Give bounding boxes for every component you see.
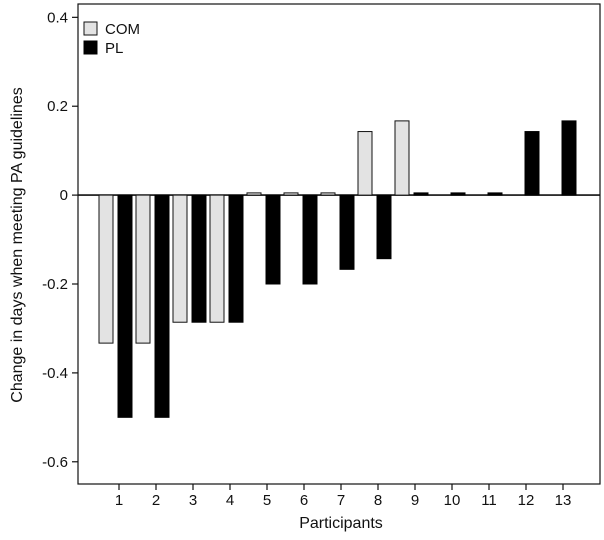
x-tick-label: 12 (518, 492, 535, 509)
legend-label-pl: PL (105, 40, 123, 57)
x-axis: 1 2 3 4 5 6 7 8 9 10 11 12 13 (115, 484, 572, 509)
bar-com-2 (135, 194, 151, 344)
bar-pl-13 (561, 120, 577, 196)
bar-com-7 (320, 192, 336, 196)
y-axis-title: Change in days when meeting PA guideline… (9, 87, 26, 402)
bar-pl-9 (413, 192, 429, 196)
bar-pl-12 (524, 131, 540, 196)
bar-pl-10 (450, 192, 466, 196)
bar-pl-3 (191, 194, 207, 323)
bar-com-3 (172, 194, 188, 323)
x-tick-label: 8 (374, 492, 382, 509)
y-tick-label: 0 (60, 187, 68, 204)
x-tick-label: 4 (226, 492, 234, 509)
bar-pl-2 (154, 194, 170, 418)
x-tick-label: 5 (263, 492, 271, 509)
x-tick-label: 3 (189, 492, 197, 509)
bar-com-1 (98, 194, 114, 344)
bars-group (98, 120, 577, 418)
bar-com-5 (246, 192, 262, 196)
bar-com-4 (209, 194, 225, 323)
x-tick-label: 1 (115, 492, 123, 509)
bar-pl-6 (302, 194, 318, 285)
x-tick-label: 11 (481, 492, 497, 509)
plot-border (77, 3, 601, 485)
x-tick-label: 10 (444, 492, 461, 509)
bar-pl-7 (339, 194, 355, 270)
y-tick-label: 0.2 (47, 98, 68, 115)
x-tick-label: 13 (555, 492, 572, 509)
bar-pl-4 (228, 194, 244, 323)
bar-com-8 (357, 131, 373, 196)
y-tick-label: 0.4 (47, 9, 68, 26)
x-axis-title: Participants (299, 515, 383, 532)
y-tick-label: -0.4 (42, 365, 68, 382)
x-tick-label: 9 (411, 492, 419, 509)
x-tick-label: 7 (337, 492, 345, 509)
bar-pl-5 (265, 194, 281, 285)
y-tick-label: -0.2 (42, 276, 68, 293)
plot-area (77, 3, 601, 485)
bar-pl-1 (117, 194, 133, 418)
bar-com-6 (283, 192, 299, 196)
legend-swatch-com (83, 21, 98, 36)
x-tick-label: 6 (300, 492, 308, 509)
bar-com-9 (394, 120, 410, 196)
x-tick-label: 2 (152, 492, 160, 509)
legend: COM PL (83, 21, 140, 57)
bar-pl-11 (487, 192, 503, 196)
y-tick-label: -0.6 (42, 454, 68, 471)
legend-swatch-pl (83, 40, 98, 55)
y-axis: 0.4 0.2 0 -0.2 -0.4 -0.6 (42, 9, 78, 471)
bar-pl-8 (376, 194, 392, 260)
legend-label-com: COM (105, 21, 140, 38)
